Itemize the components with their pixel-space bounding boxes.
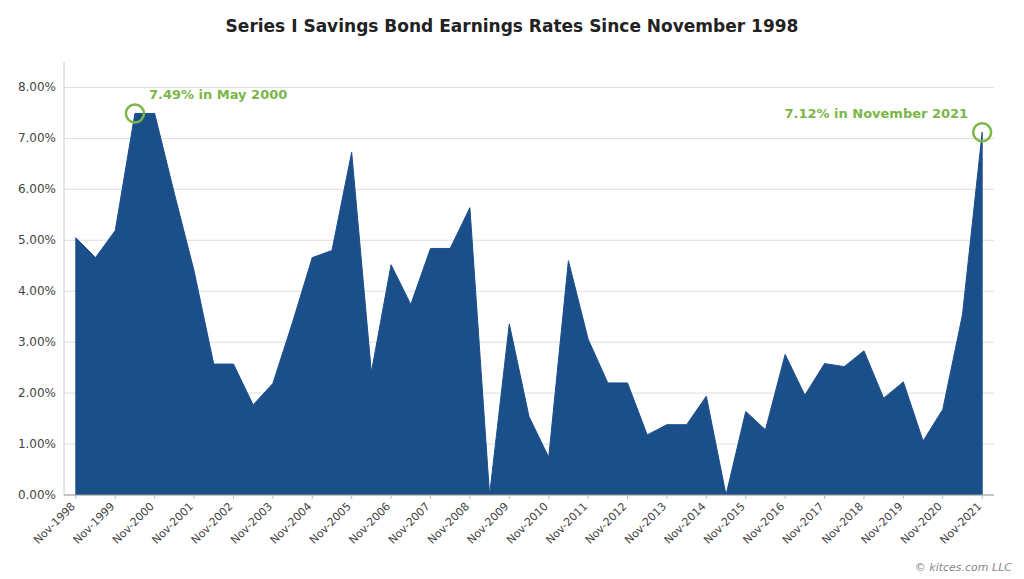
x-tick xyxy=(942,495,943,499)
x-tick-label: Nov-2010 xyxy=(504,500,551,547)
x-tick-label: Nov-2016 xyxy=(740,500,787,547)
x-tick-label: Nov-2005 xyxy=(307,500,354,547)
y-tick-label: 8.00% xyxy=(18,80,56,94)
x-tick xyxy=(706,495,707,499)
x-tick-label: Nov-1999 xyxy=(71,500,118,547)
x-tick xyxy=(75,495,76,499)
x-tick-label: Nov-2018 xyxy=(819,500,866,547)
grid-line xyxy=(64,189,994,190)
x-tick xyxy=(982,495,983,499)
y-tick-label: 0.00% xyxy=(18,488,56,502)
x-axis: Nov-1998Nov-1999Nov-2000Nov-2001Nov-2002… xyxy=(31,495,994,547)
x-tick xyxy=(430,495,431,499)
grid-line xyxy=(64,240,994,241)
x-tick-label: Nov-2014 xyxy=(662,500,709,547)
x-tick-label: Nov-2019 xyxy=(859,500,906,547)
x-tick xyxy=(351,495,352,499)
x-tick xyxy=(785,495,786,499)
y-tick-label: 7.00% xyxy=(18,131,56,145)
x-tick-label: Nov-2000 xyxy=(110,500,157,547)
grid-line xyxy=(64,495,994,496)
x-tick-label: Nov-2004 xyxy=(268,500,315,547)
area xyxy=(76,113,982,495)
annotation-circle xyxy=(126,104,144,122)
title: Series I Savings Bond Earnings Rates Sin… xyxy=(226,16,799,36)
x-tick xyxy=(469,495,470,499)
x-tick-label: Nov-2015 xyxy=(701,500,748,547)
x-tick xyxy=(509,495,510,499)
grid-line xyxy=(64,138,994,139)
y-tick-label: 3.00% xyxy=(18,335,56,349)
y-tick-label: 1.00% xyxy=(18,437,56,451)
x-tick-label: Nov-2006 xyxy=(346,500,393,547)
annotation: 7.49% in May 2000 xyxy=(149,87,287,102)
y-tick-label: 2.00% xyxy=(18,386,56,400)
annotation: 7.12% in November 2021 xyxy=(784,106,968,121)
x-tick-label: Nov-2007 xyxy=(386,500,433,547)
x-tick xyxy=(863,495,864,499)
x-tick xyxy=(745,495,746,499)
y-axis: 0.00% 1.00% 2.00% 3.00% 4.00% 5.00% 6.00% 7.00%… xyxy=(18,80,994,502)
x-tick xyxy=(233,495,234,499)
x-tick-label: Nov-2002 xyxy=(189,500,236,547)
x-axis-line xyxy=(64,495,994,496)
x-tick-label: Nov-2021 xyxy=(938,500,985,547)
y-tick-label: 5.00% xyxy=(18,233,56,247)
x-tick xyxy=(115,495,116,499)
x-tick xyxy=(588,495,589,499)
x-tick xyxy=(391,495,392,499)
x-tick-label: Nov-2011 xyxy=(543,500,590,547)
watermark: © kitces.com LLC xyxy=(915,561,1013,574)
x-tick xyxy=(627,495,628,499)
x-tick-label: Nov-2013 xyxy=(622,500,669,547)
y-tick-label: 6.00% xyxy=(18,182,56,196)
x-tick-label: Nov-2001 xyxy=(149,500,196,547)
x-tick xyxy=(903,495,904,499)
x-tick-label: Nov-2003 xyxy=(228,500,275,547)
x-tick xyxy=(154,495,155,499)
x-tick xyxy=(312,495,313,499)
x-tick-label: Nov-2009 xyxy=(465,500,512,547)
x-tick-label: Nov-2008 xyxy=(425,500,472,547)
chart: Series I Savings Bond Earnings Rates Sin… xyxy=(0,0,1024,579)
y-tick-label: 4.00% xyxy=(18,284,56,298)
annotation-circle xyxy=(973,123,991,141)
x-tick xyxy=(666,495,667,499)
x-tick xyxy=(194,495,195,499)
annotations: 7.49% in May 2000 7.12% in November 2021 xyxy=(126,87,991,141)
x-tick-label: Nov-2012 xyxy=(583,500,630,547)
x-tick xyxy=(272,495,273,499)
x-tick-label: Nov-1998 xyxy=(31,500,78,547)
x-tick-label: Nov-2017 xyxy=(780,500,827,547)
area-group xyxy=(76,113,982,495)
x-tick-label: Nov-2020 xyxy=(898,500,945,547)
x-tick xyxy=(824,495,825,499)
grid-line xyxy=(64,291,994,292)
x-tick xyxy=(548,495,549,499)
y-axis-line xyxy=(64,62,65,495)
